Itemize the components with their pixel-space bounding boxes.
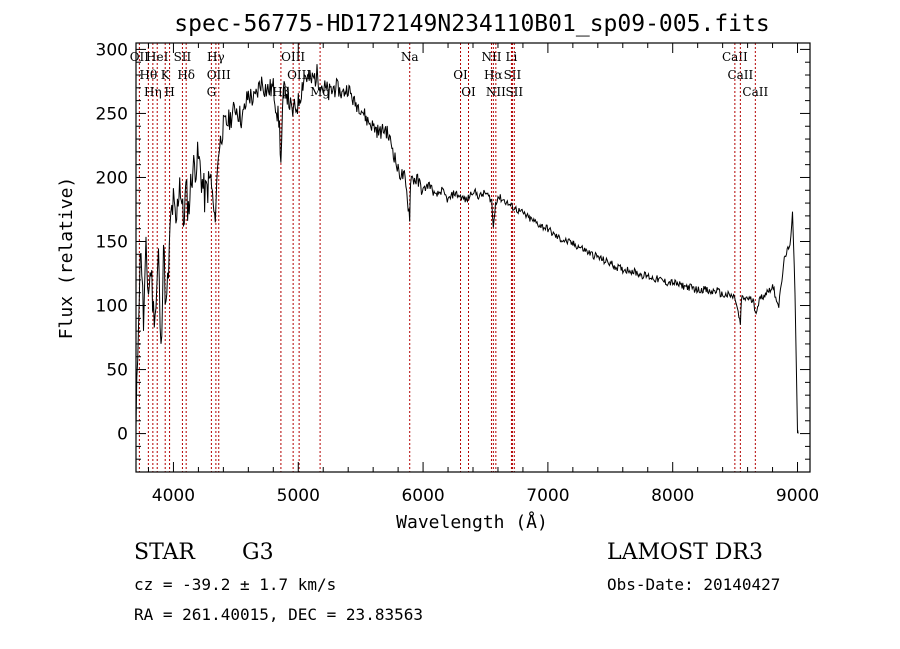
x-tick-label: 7000: [526, 486, 569, 506]
line-label-SII: SII: [504, 68, 522, 82]
x-tick-label: 4000: [152, 486, 195, 506]
y-tick-label: 0: [117, 425, 128, 445]
line-label-Na: Na: [401, 50, 419, 64]
line-label-HeI: HeI: [146, 50, 169, 64]
line-label-SII: SII: [505, 85, 523, 99]
observation-date: Obs-Date: 20140427: [607, 575, 781, 594]
line-label-NII: NII: [481, 50, 501, 64]
line-label-OIII: OIII: [287, 68, 311, 82]
plot-frame: [135, 42, 811, 473]
line-label-G: G: [207, 85, 217, 99]
y-tick-label: 50: [106, 361, 128, 381]
line-label-CaII: CaII: [722, 50, 748, 64]
y-axis-label: Flux (relative): [56, 177, 77, 340]
line-label-Hδ: Hδ: [177, 68, 195, 82]
coordinates: RA = 261.40015, DEC = 23.83563: [134, 605, 423, 624]
x-tick-label: 8000: [651, 486, 694, 506]
y-tick-label: 300: [96, 40, 128, 60]
line-label-Hθ: Hθ: [140, 68, 158, 82]
line-label-Hγ: Hγ: [207, 50, 225, 64]
spectral-line-markers: OIIHθHηHeIKHSIIHδGHγOIIIHβOIIIOIIIMgNaOI…: [130, 43, 768, 472]
line-label-CaII: CaII: [742, 85, 768, 99]
line-label-SII: SII: [174, 50, 192, 64]
object-class: STAR: [134, 540, 195, 565]
y-tick-label: 150: [96, 232, 128, 252]
line-label-CaII: CaII: [727, 68, 753, 82]
line-label-Hη: Hη: [144, 85, 162, 99]
chart-title: spec-56775-HD172149N234110B01_sp09-005.f…: [174, 11, 769, 37]
y-tick-label: 250: [96, 104, 128, 124]
y-tick-label: 200: [96, 168, 128, 188]
x-axis: 4000 5000 6000 7000 8000 9000: [147, 43, 819, 506]
line-label-OIII: OIII: [207, 68, 231, 82]
y-tick-label: 100: [96, 297, 128, 317]
x-tick-label: 5000: [277, 486, 320, 506]
x-axis-label: Wavelength (Å): [396, 511, 548, 533]
line-label-Li: Li: [506, 50, 518, 64]
line-label-H: H: [164, 85, 174, 99]
survey-name: LAMOST DR3: [607, 540, 763, 565]
x-tick-label: 6000: [401, 486, 444, 506]
spectrum-line: [135, 64, 799, 434]
line-label-Hα: Hα: [484, 68, 503, 82]
line-label-OI: OI: [461, 85, 476, 99]
line-label-K: K: [161, 68, 171, 82]
x-tick-label: 9000: [776, 486, 819, 506]
spectrum-series: [135, 64, 799, 434]
y-axis: 0 50 100 150 200 250 300: [96, 40, 810, 460]
line-label-OIII: OIII: [281, 50, 305, 64]
redshift-velocity: cz = -39.2 ± 1.7 km/s: [134, 575, 337, 594]
line-label-NII: NII: [486, 85, 506, 99]
line-label-OI: OI: [453, 68, 468, 82]
object-subclass: G3: [242, 540, 274, 565]
line-label-OII: OII: [130, 50, 150, 64]
